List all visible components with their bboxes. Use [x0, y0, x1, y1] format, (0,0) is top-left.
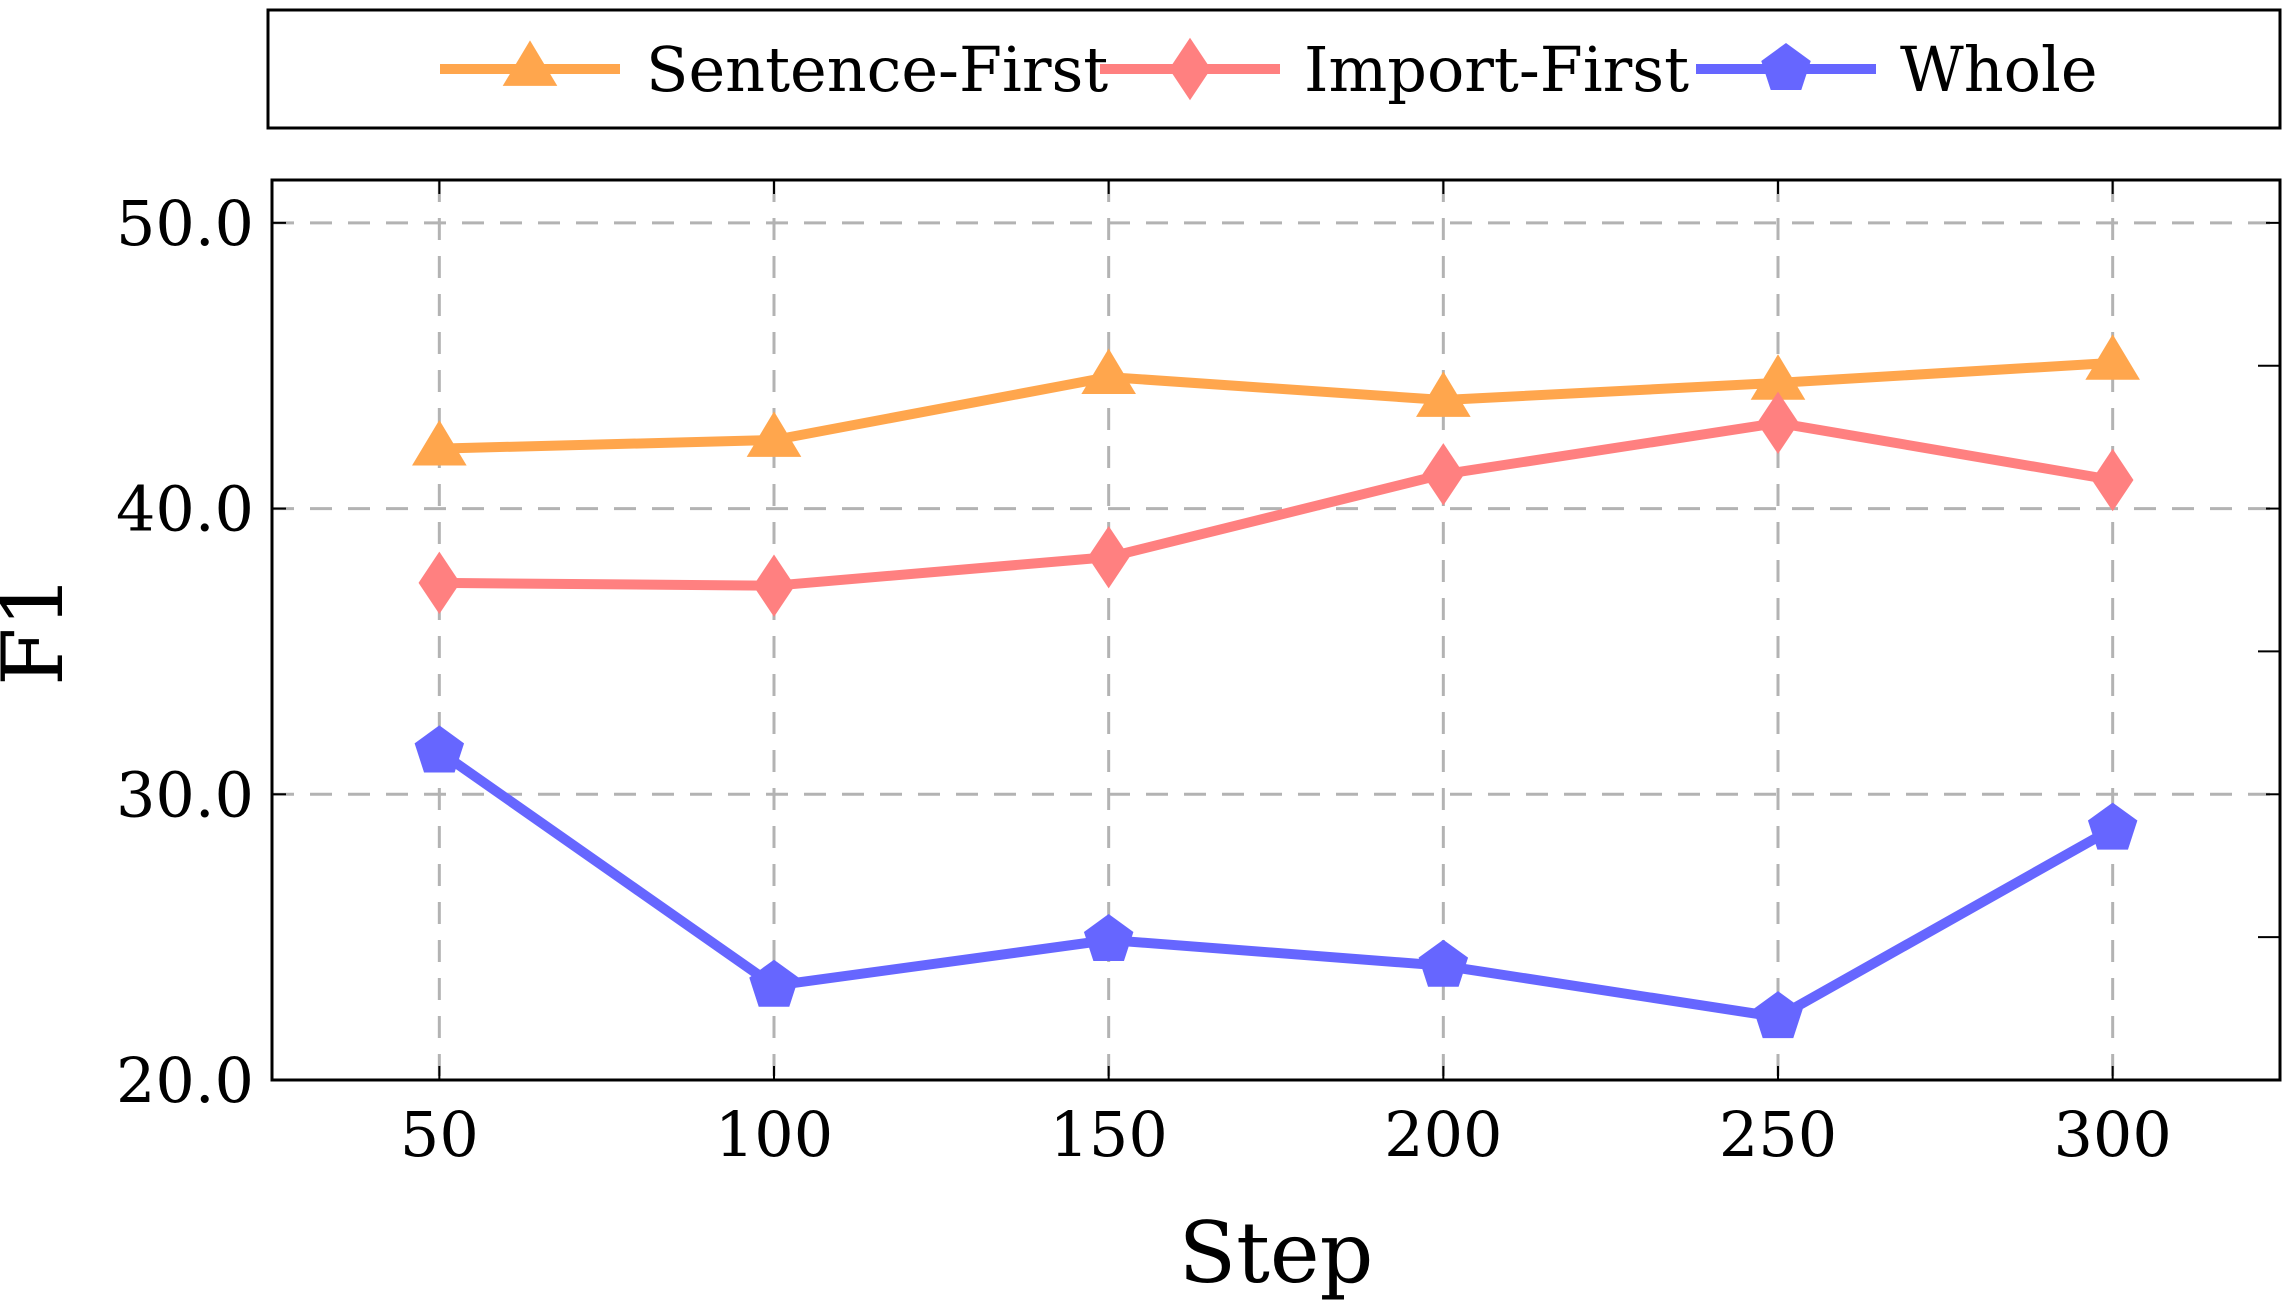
data-point-import-first [1087, 525, 1130, 589]
x-tick-label: 100 [715, 1098, 833, 1171]
series-line-import-first [434, 417, 2118, 591]
legend-item-whole: Whole [1696, 33, 2098, 106]
legend-label-whole: Whole [1900, 33, 2098, 106]
x-tick-label: 150 [1049, 1098, 1167, 1171]
plot-frame [270, 178, 2282, 1082]
data-point-import-first [753, 554, 795, 617]
x-tick-label: 300 [2053, 1098, 2171, 1171]
data-point-import-first [418, 551, 461, 615]
data-point-sentence-first [2085, 334, 2140, 380]
data-point-import-first [2091, 448, 2134, 512]
data-point-import-first [1422, 443, 1465, 506]
legend-label-sentence-first: Sentence-First [646, 33, 1108, 106]
grid [272, 180, 2280, 1080]
x-axis-title: Step [1179, 1204, 1374, 1302]
legend-item-sentence-first: Sentence-First [440, 33, 1108, 106]
data-point-sentence-first [1750, 354, 1806, 400]
y-tick-label: 50.0 [116, 187, 254, 260]
legend: Sentence-First Import-First Whole [266, 8, 2282, 130]
series-lines [434, 357, 2118, 1023]
series-markers [412, 334, 2140, 1039]
x-tick-label: 50 [400, 1098, 479, 1171]
y-axis-title: F1 [0, 574, 82, 686]
y-tick-label: 20.0 [116, 1044, 254, 1117]
data-point-whole [749, 959, 799, 1007]
x-tick-label: 250 [1719, 1098, 1837, 1171]
legend-marker-sentence-first [502, 40, 558, 86]
series-line-sentence-first [434, 357, 2118, 454]
data-point-import-first [1757, 391, 1799, 455]
data-point-sentence-first [412, 419, 467, 466]
data-point-whole [1083, 914, 1134, 962]
legend-marker-whole [1761, 43, 1811, 91]
legend-label-import-first: Import-First [1304, 33, 1689, 106]
tick-labels: 50 100 150 200 250 300 20.0 30.0 40.0 50.0 [116, 187, 2172, 1171]
y-tick-label: 40.0 [116, 473, 254, 546]
data-point-sentence-first [1416, 371, 1471, 417]
series-line-whole [434, 746, 2118, 1023]
data-point-whole [1418, 939, 1469, 987]
data-point-sentence-first [1081, 348, 1136, 395]
data-point-whole [1753, 991, 1803, 1039]
legend-marker-import-first [1169, 37, 1211, 101]
x-tick-label: 200 [1384, 1098, 1502, 1171]
data-point-whole [2087, 802, 2138, 850]
axis-ticks [272, 180, 2280, 1081]
data-point-sentence-first [746, 411, 802, 457]
y-tick-label: 30.0 [116, 758, 254, 831]
legend-item-import-first: Import-First [1100, 33, 1689, 106]
data-point-whole [414, 725, 465, 773]
